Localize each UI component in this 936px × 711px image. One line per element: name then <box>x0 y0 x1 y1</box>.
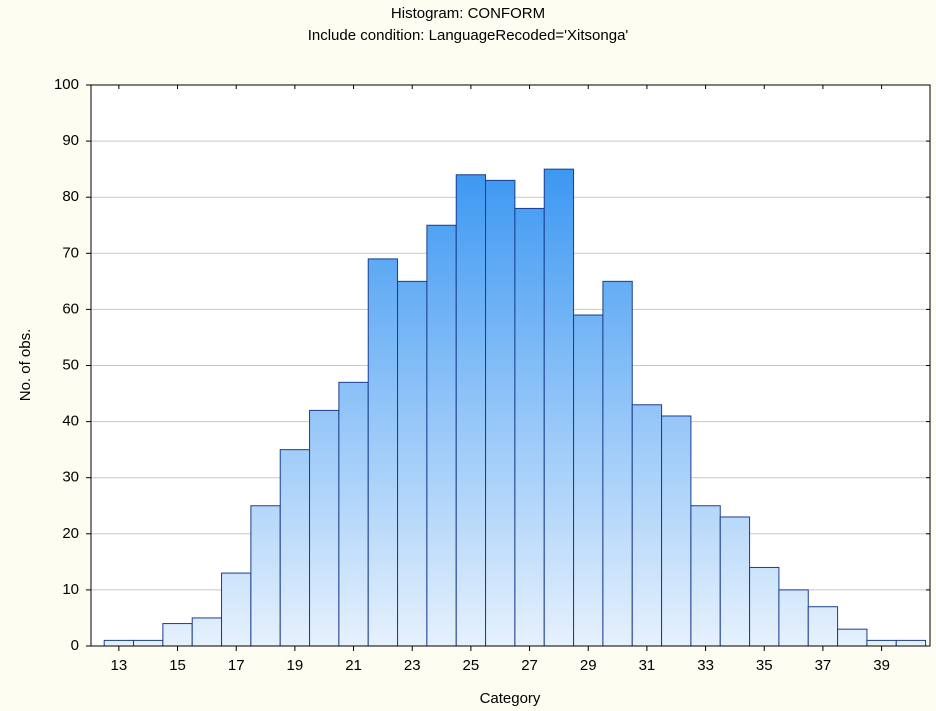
x-tick-label: 33 <box>697 657 714 674</box>
chart-title: Histogram: CONFORM <box>391 5 545 22</box>
bar <box>338 381 369 647</box>
x-tick-label: 39 <box>873 657 890 674</box>
bar <box>514 207 545 647</box>
y-tick-label: 20 <box>62 525 79 542</box>
bar <box>719 516 751 647</box>
y-tick-label: 0 <box>71 637 79 654</box>
x-tick-label: 15 <box>169 657 186 674</box>
bar <box>602 280 633 647</box>
y-tick-label: 50 <box>62 356 79 373</box>
bar <box>250 505 281 647</box>
bar <box>191 617 223 647</box>
x-axis-label: Category <box>480 690 541 707</box>
bar <box>837 628 868 647</box>
bar <box>749 566 780 647</box>
bar <box>807 606 839 647</box>
bar <box>866 639 897 647</box>
bar <box>543 168 575 647</box>
chart-subtitle: Include condition: LanguageRecoded='Xits… <box>308 27 629 44</box>
bar <box>778 589 809 647</box>
bar <box>661 415 692 647</box>
bar <box>309 409 340 647</box>
x-tick-label: 29 <box>580 657 597 674</box>
y-tick-label: 60 <box>62 300 79 317</box>
x-tick-label: 27 <box>521 657 538 674</box>
y-tick-label: 70 <box>62 244 79 261</box>
bar <box>455 174 487 647</box>
bar <box>397 280 428 647</box>
y-tick-label: 80 <box>62 188 79 205</box>
y-tick-label: 30 <box>62 469 79 486</box>
x-tick-label: 17 <box>228 657 245 674</box>
x-tick-label: 37 <box>815 657 832 674</box>
y-axis-label: No. of obs. <box>17 329 34 402</box>
x-tick-label: 31 <box>639 657 656 674</box>
x-tick-label: 13 <box>111 657 128 674</box>
bar <box>631 404 663 647</box>
bar <box>895 639 927 647</box>
bars <box>103 168 927 647</box>
bar <box>690 505 721 647</box>
x-tick-label: 19 <box>287 657 304 674</box>
x-tick-label: 35 <box>756 657 773 674</box>
y-tick-label: 100 <box>54 76 79 93</box>
y-tick-label: 40 <box>62 413 79 430</box>
bar <box>573 314 604 647</box>
x-tick-label: 25 <box>463 657 480 674</box>
bar <box>103 639 135 647</box>
bar <box>485 179 516 647</box>
bar <box>162 623 193 647</box>
x-tick-label: 23 <box>404 657 421 674</box>
bar <box>133 639 164 647</box>
y-tick-label: 90 <box>62 132 79 149</box>
y-tick-label: 10 <box>62 581 79 598</box>
bar <box>367 258 399 647</box>
bar <box>221 572 252 647</box>
bar <box>279 449 311 647</box>
x-tick-label: 21 <box>345 657 362 674</box>
bar <box>426 224 457 647</box>
